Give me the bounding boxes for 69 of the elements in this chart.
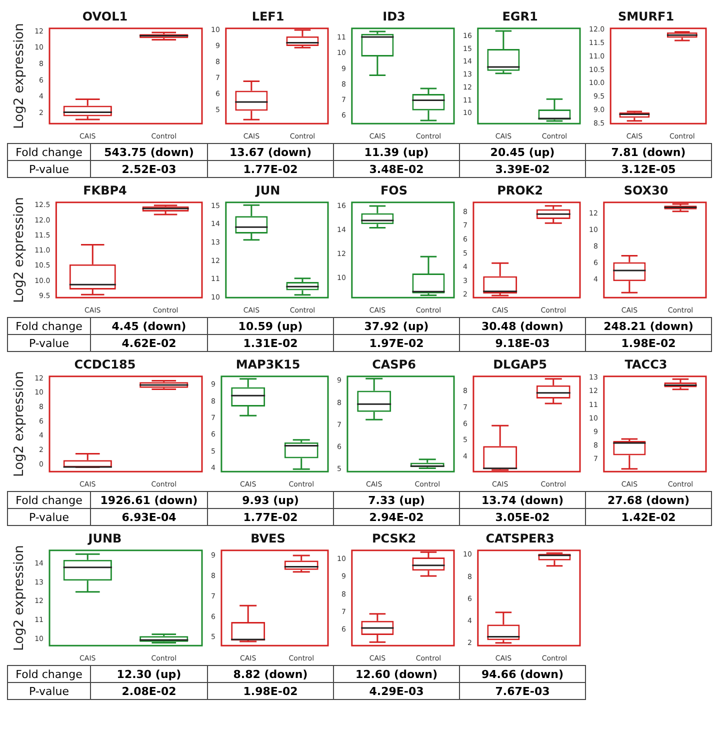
text: 20.45 (up) [459,143,586,161]
text: 1.97E-02 [333,334,460,352]
chart-title: JUNB [87,531,122,546]
chart-title: MAP3K15 [236,357,300,372]
text: 7.81 (down) [585,143,712,161]
text: 2.08E-02 [90,682,208,700]
chart-title: ID3 [382,9,406,24]
text: P-value [7,682,91,700]
text: P-value [7,160,91,178]
text: P-value [7,508,91,526]
text: 3.39E-02 [459,160,586,178]
text: 37.92 (up) [333,317,460,335]
y-axis-title: Log2 expression [12,197,28,303]
text: 30.48 (down) [459,317,586,335]
chart-title: SMURF1 [618,9,674,24]
text: 3.05E-02 [459,508,586,526]
text: 1.98E-02 [585,334,712,352]
chart-title: DLGAP5 [493,357,547,372]
text: 10.59 (up) [207,317,334,335]
text: 4.29E-03 [333,682,460,700]
chart-title: PCSK2 [372,531,416,546]
chart-title: FOS [380,183,408,198]
text: 2.52E-03 [90,160,208,178]
text: Fold change [7,317,91,335]
text: 12.60 (down) [333,665,460,683]
text: 543.75 (down) [90,143,208,161]
text: 2.94E-02 [333,508,460,526]
chart-title: JUN [254,183,280,198]
text: 9.93 (up) [207,491,334,509]
chart-title: BVES [250,531,286,546]
text: 3.48E-02 [333,160,460,178]
text: Fold change [7,491,91,509]
text: 8.82 (down) [207,665,334,683]
text: 13.67 (down) [207,143,334,161]
text: 1.77E-02 [207,508,334,526]
text: 1.98E-02 [207,682,334,700]
text: 4.45 (down) [90,317,208,335]
text: 1926.61 (down) [90,491,208,509]
text: 11.39 (up) [333,143,460,161]
text: 1.31E-02 [207,334,334,352]
text: 94.66 (down) [459,665,586,683]
y-axis-title: Log2 expression [12,23,28,129]
text: 1.77E-02 [207,160,334,178]
text: 3.12E-05 [585,160,712,178]
text: 4.62E-02 [90,334,208,352]
chart-title: LEF1 [252,9,284,24]
text: 13.74 (down) [459,491,586,509]
text: 7.33 (up) [333,491,460,509]
text: 12.30 (up) [90,665,208,683]
chart-title: TACC3 [624,357,668,372]
text: 9.18E-03 [459,334,586,352]
chart-title: EGR1 [502,9,538,24]
chart-title: OVOL1 [82,9,128,24]
text: P-value [7,334,91,352]
text: 1.42E-02 [585,508,712,526]
chart-title: CASP6 [372,357,416,372]
chart-title: PROK2 [497,183,543,198]
text: 248.21 (down) [585,317,712,335]
text: 7.67E-03 [459,682,586,700]
y-axis-title: Log2 expression [12,545,28,651]
chart-title: CATSPER3 [486,531,554,546]
text: Fold change [7,143,91,161]
chart-title: SOX30 [624,183,668,198]
chart-title: CCDC185 [74,357,136,372]
text: 6.93E-04 [90,508,208,526]
text: Fold change [7,665,91,683]
y-axis-title: Log2 expression [12,371,28,477]
text: 27.68 (down) [585,491,712,509]
chart-title: FKBP4 [83,183,127,198]
